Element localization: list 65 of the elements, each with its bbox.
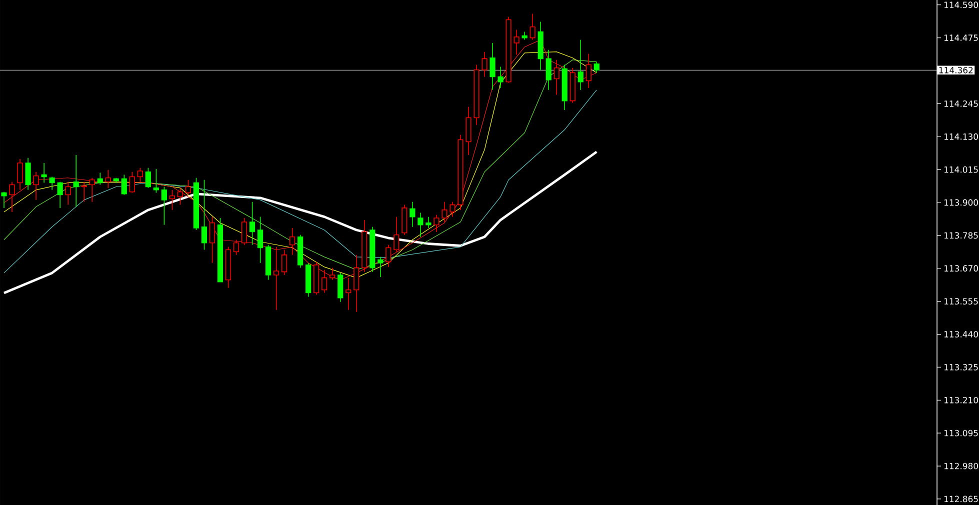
candlestick bbox=[466, 106, 472, 156]
candlestick bbox=[402, 204, 408, 236]
candlestick bbox=[274, 246, 280, 310]
candlestick bbox=[426, 216, 432, 228]
candlestick bbox=[594, 61, 600, 74]
candlestick bbox=[458, 134, 464, 210]
ref-line-label: 114.362 bbox=[939, 66, 973, 74]
y-tick-label: 113.210 bbox=[944, 396, 978, 404]
candlestick bbox=[474, 64, 480, 126]
candlestick bbox=[370, 226, 376, 272]
candlestick bbox=[65, 181, 71, 206]
candlestick bbox=[442, 202, 448, 222]
candlestick bbox=[9, 181, 15, 212]
candlestick bbox=[418, 212, 424, 238]
y-tick-label: 113.095 bbox=[944, 430, 978, 436]
y-tick-label: 112.865 bbox=[944, 496, 978, 502]
candlestick bbox=[330, 267, 336, 280]
candlestick bbox=[354, 254, 360, 312]
y-tick-label: 113.555 bbox=[944, 298, 978, 305]
candlestick bbox=[386, 244, 392, 268]
candlestick bbox=[514, 29, 520, 56]
y-tick-label: 113.670 bbox=[944, 265, 978, 272]
candlestick bbox=[73, 154, 79, 208]
y-tick-label: 114.015 bbox=[944, 166, 978, 173]
candlestick bbox=[554, 59, 560, 96]
candlestick bbox=[498, 66, 504, 88]
candlestick bbox=[1, 192, 7, 208]
y-tick-label: 113.440 bbox=[944, 331, 978, 338]
candlestick bbox=[530, 13, 536, 40]
candlestick bbox=[105, 169, 111, 188]
candlestick bbox=[434, 214, 440, 232]
candlestick bbox=[25, 157, 31, 190]
candlestick bbox=[89, 177, 95, 202]
candlestick bbox=[41, 162, 47, 184]
candlestick bbox=[378, 256, 384, 278]
candlestick bbox=[538, 21, 544, 70]
candlestick bbox=[249, 202, 256, 246]
y-tick-label: 114.245 bbox=[944, 100, 978, 107]
candlestick bbox=[570, 67, 576, 104]
candlestick bbox=[394, 216, 400, 252]
candlestick bbox=[482, 51, 488, 78]
y-tick-label: 114.130 bbox=[944, 133, 978, 140]
candlestick bbox=[338, 272, 344, 302]
candlestick bbox=[97, 172, 103, 186]
candlestick bbox=[49, 176, 55, 190]
candlestick bbox=[586, 53, 592, 88]
candlestick bbox=[410, 202, 416, 228]
y-tick-label: 114.475 bbox=[944, 34, 978, 41]
line-series bbox=[4, 90, 597, 274]
y-tick-label: 113.785 bbox=[944, 232, 978, 239]
candlestick bbox=[562, 64, 568, 110]
candlestick bbox=[257, 216, 264, 264]
candlestick bbox=[490, 42, 496, 90]
y-tick-label: 114.590 bbox=[944, 2, 978, 8]
candlestick bbox=[362, 220, 368, 272]
candlestick bbox=[578, 39, 584, 90]
candlestick bbox=[346, 277, 352, 310]
y-tick-label: 113.325 bbox=[944, 364, 978, 370]
line-series bbox=[2, 150, 598, 294]
y-tick-label: 113.900 bbox=[944, 199, 978, 206]
candlestick bbox=[450, 202, 456, 218]
candlestick bbox=[546, 49, 552, 90]
candlestick bbox=[17, 158, 23, 190]
candlestick bbox=[33, 171, 39, 200]
y-tick-label: 112.980 bbox=[944, 462, 978, 470]
